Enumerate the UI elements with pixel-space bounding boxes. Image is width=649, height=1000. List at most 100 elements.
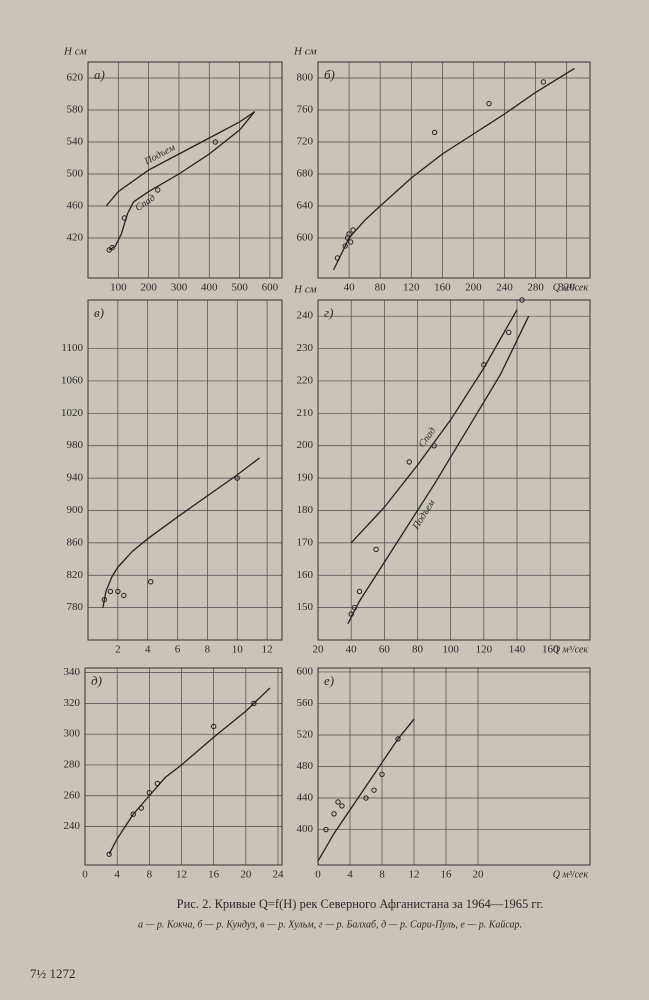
x-tick-label: 12: [409, 869, 420, 881]
y-tick-label: 420: [67, 232, 84, 244]
y-tick-label: 820: [67, 569, 84, 581]
plot-frame: [317, 299, 591, 641]
x-tick-label: 240: [496, 282, 513, 294]
observation: [342, 243, 348, 249]
observation: [431, 129, 438, 136]
y-tick-label: 860: [67, 536, 84, 548]
y-tick-label: 500: [67, 168, 84, 180]
x-tick-label: 40: [344, 282, 356, 294]
curve: [332, 67, 575, 271]
curve: [102, 457, 261, 608]
x-tick-label: 0: [315, 869, 321, 881]
x-tick-label: 60: [379, 644, 391, 656]
x-tick-label: 6: [175, 644, 181, 656]
y-tick-label: 240: [64, 820, 81, 832]
x-tick-label: 8: [379, 869, 385, 881]
curve: [105, 111, 256, 207]
observation: [155, 187, 161, 193]
x-tick-label: 20: [473, 869, 485, 881]
page-number: 7½ 1272: [30, 966, 76, 981]
observation: [481, 362, 487, 368]
observation: [210, 723, 217, 730]
curve: [317, 718, 415, 862]
observation: [106, 851, 112, 857]
y-tick-label: 520: [297, 729, 314, 741]
curve: [347, 315, 530, 625]
x-tick-label: 600: [262, 282, 279, 294]
y-tick-label: 540: [67, 136, 84, 148]
x-tick-label: 120: [403, 282, 420, 294]
y-tick-label: 160: [297, 569, 314, 581]
x-tick-label: 140: [509, 644, 526, 656]
observation: [350, 227, 356, 233]
x-tick-label: 80: [412, 644, 424, 656]
observation: [335, 799, 341, 805]
x-tick-label: 8: [147, 869, 153, 881]
observation: [379, 771, 385, 778]
x-tick-label: 320: [558, 282, 575, 294]
x-axis-label: Q м³/сек: [553, 282, 589, 293]
y-tick-label: 210: [297, 407, 314, 419]
panel-label: д): [91, 673, 102, 688]
observation: [540, 79, 547, 85]
y-tick-label: 150: [297, 601, 314, 613]
curve: [350, 309, 518, 544]
observation: [334, 255, 341, 261]
x-tick-label: 500: [231, 282, 248, 294]
observation: [346, 231, 352, 237]
x-tick-label: 20: [240, 869, 252, 881]
y-tick-label: 480: [297, 760, 314, 772]
x-tick-label: 16: [441, 869, 453, 881]
plot-frame: [317, 667, 591, 866]
observation: [363, 795, 369, 801]
observation: [130, 811, 136, 817]
observation: [212, 139, 219, 145]
observation: [348, 611, 354, 617]
observation: [138, 805, 144, 811]
x-tick-label: 10: [232, 644, 244, 656]
legend: а — р. Кокча, б — р. Кундуз, в — р. Хуль…: [138, 919, 522, 930]
y-tick-label: 760: [297, 104, 314, 116]
panel-label: в): [94, 305, 104, 320]
observation: [395, 736, 401, 742]
plot-frame: [87, 61, 283, 279]
x-axis-label: Q м³/сек: [553, 869, 589, 880]
plot-frame: [84, 667, 283, 866]
y-tick-label: 640: [297, 200, 314, 212]
observation: [121, 215, 128, 221]
x-tick-label: 4: [145, 644, 151, 656]
y-axis-label: H см: [63, 46, 87, 58]
x-axis-label: Q м³/сек: [553, 644, 589, 655]
y-tick-label: 230: [297, 342, 314, 354]
observation: [115, 588, 121, 595]
x-tick-label: 200: [140, 282, 157, 294]
x-tick-label: 80: [375, 282, 387, 294]
observation: [347, 239, 354, 245]
y-tick-label: 400: [297, 823, 314, 835]
observation: [234, 475, 240, 481]
curve: [108, 111, 256, 251]
x-tick-label: 16: [208, 869, 220, 881]
x-tick-label: 100: [442, 644, 459, 656]
x-tick-label: 40: [346, 644, 358, 656]
panel-label: г): [324, 305, 333, 320]
plot-frame: [87, 299, 283, 641]
y-tick-label: 280: [64, 758, 81, 770]
y-tick-label: 1100: [61, 342, 83, 354]
x-tick-label: 120: [476, 644, 493, 656]
y-axis-label: H см: [293, 284, 317, 296]
y-tick-label: 320: [64, 697, 81, 709]
observation: [154, 780, 161, 787]
observation: [373, 546, 379, 553]
series-label: Спад: [133, 193, 157, 214]
observation: [323, 826, 329, 833]
x-tick-label: 4: [347, 869, 353, 881]
x-tick-label: 100: [110, 282, 127, 294]
x-tick-label: 160: [542, 644, 559, 656]
plot-frame: [317, 61, 591, 279]
y-tick-label: 680: [297, 168, 314, 180]
y-tick-label: 780: [67, 601, 84, 613]
y-tick-label: 180: [297, 504, 314, 516]
y-tick-label: 260: [64, 789, 81, 801]
x-tick-label: 400: [201, 282, 218, 294]
